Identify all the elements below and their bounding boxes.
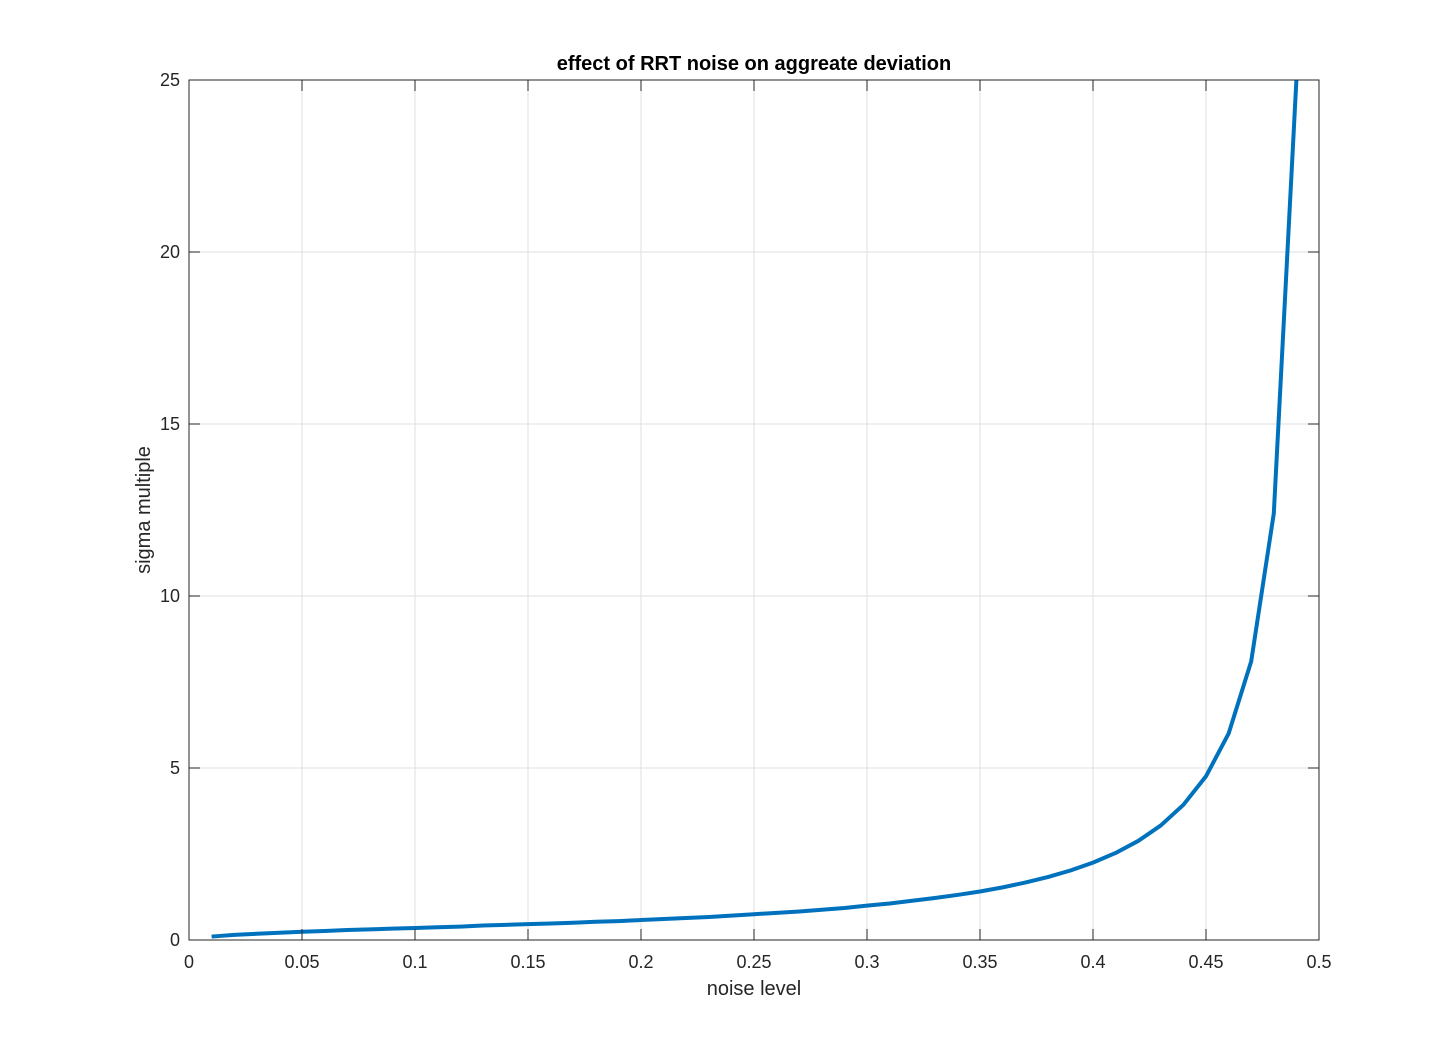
x-tick-label: 0.2 (628, 952, 653, 972)
x-tick-label: 0 (184, 952, 194, 972)
x-tick-label: 0.15 (510, 952, 545, 972)
y-tick-labels: 0 5 10 15 20 25 (160, 70, 180, 950)
series-group (211, 79, 1299, 939)
x-tick-label: 0.1 (402, 952, 427, 972)
x-tick-label: 0.5 (1306, 952, 1331, 972)
y-tick-label: 10 (160, 586, 180, 606)
y-axis-label: sigma multiple (133, 446, 155, 574)
series-line-0 (211, 79, 1299, 939)
x-tick-label: 0.3 (854, 952, 879, 972)
x-tick-label: 0.25 (736, 952, 771, 972)
y-tick-label: 5 (170, 758, 180, 778)
x-tick-label: 0.05 (284, 952, 319, 972)
x-ticks (188, 80, 1320, 940)
x-tick-label: 0.4 (1080, 952, 1105, 972)
y-grid (189, 251, 1319, 769)
x-tick-label: 0.45 (1188, 952, 1223, 972)
chart-title: effect of RRT noise on aggreate deviatio… (557, 53, 952, 75)
y-tick-label: 0 (170, 930, 180, 950)
x-tick-label: 0.35 (962, 952, 997, 972)
y-tick-label: 20 (160, 242, 180, 262)
x-axis-label: noise level (707, 978, 802, 1000)
y-tick-label: 15 (160, 414, 180, 434)
y-ticks (189, 79, 1319, 941)
x-grid (301, 80, 1207, 940)
x-tick-labels: 0 0.05 0.1 0.15 0.2 0.25 0.3 0.35 0.4 0.45 0.5 (184, 952, 1332, 972)
y-tick-label: 25 (160, 70, 180, 90)
